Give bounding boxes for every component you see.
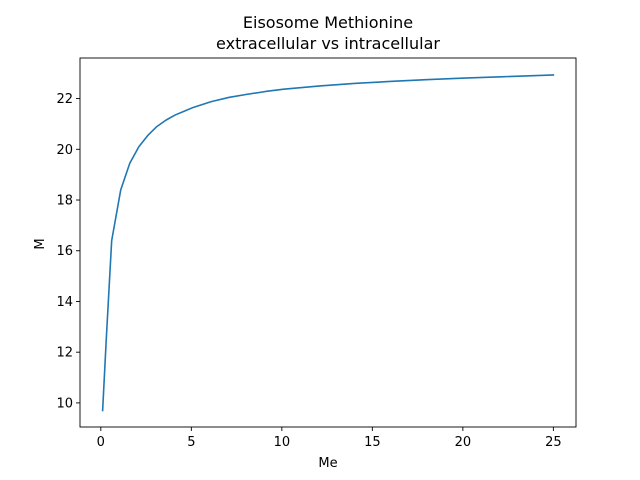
x-tick-label: 20 xyxy=(455,435,472,450)
y-tick-label: 10 xyxy=(56,396,73,411)
x-tick-label: 0 xyxy=(97,435,105,450)
y-tick-label: 12 xyxy=(56,346,73,361)
y-tick-label: 22 xyxy=(56,92,73,107)
x-tick-label: 10 xyxy=(274,435,291,450)
series-line-0 xyxy=(101,74,555,412)
chart-title: Eisosome Methionine xyxy=(243,13,413,32)
y-tick-label: 18 xyxy=(56,194,73,209)
x-axis-label: Me xyxy=(318,456,337,471)
chart-subtitle: extracellular vs intracellular xyxy=(216,34,440,53)
y-tick-label: 14 xyxy=(56,295,73,310)
x-tick-label: 5 xyxy=(187,435,195,450)
axes-frame xyxy=(79,57,577,428)
x-tick-label: 25 xyxy=(545,435,562,450)
y-tick-label: 16 xyxy=(56,244,73,259)
plot-area: 0 5 10 15 20 25 10 12 14 16 18 20 22 xyxy=(56,57,577,450)
y-tick-label: 20 xyxy=(56,143,73,158)
y-axis-label: M xyxy=(33,238,48,249)
x-tick-label: 15 xyxy=(364,435,381,450)
